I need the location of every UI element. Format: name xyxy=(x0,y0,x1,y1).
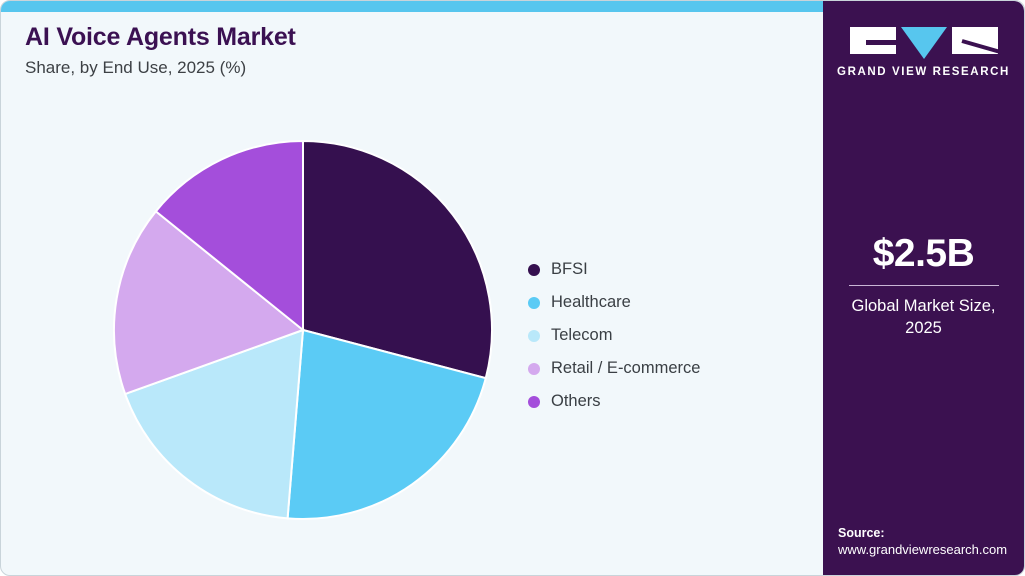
stat-block: $2.5B Global Market Size, 2025 xyxy=(823,232,1024,339)
chart-subtitle: Share, by End Use, 2025 (%) xyxy=(25,57,247,77)
pie-slice[interactable] xyxy=(302,139,493,380)
legend-item-label: Others xyxy=(551,392,601,410)
stat-caption: Global Market Size, 2025 xyxy=(851,296,996,338)
legend-item-label: Healthcare xyxy=(551,293,631,311)
pie-slice[interactable] xyxy=(286,328,487,520)
pie-chart xyxy=(111,138,495,522)
legend-swatch-icon xyxy=(528,263,540,276)
logo-letter-v-icon xyxy=(900,27,947,59)
pie-slice-group xyxy=(113,139,493,520)
pie-slice[interactable] xyxy=(113,209,306,396)
logo-marks xyxy=(823,27,1024,59)
stat-value: $2.5B xyxy=(872,232,975,275)
legend-item[interactable]: Telecom xyxy=(528,319,808,352)
legend-item-label: BFSI xyxy=(551,260,588,278)
legend-item[interactable]: Retail / E-commerce xyxy=(528,352,808,385)
top-accent-bar xyxy=(1,1,825,12)
brand-logo: GRAND VIEW RESEARCH xyxy=(823,27,1024,78)
legend-swatch-icon xyxy=(528,395,540,408)
pie-chart-svg xyxy=(113,139,493,520)
stat-divider xyxy=(848,284,999,286)
legend-item[interactable]: BFSI xyxy=(528,253,808,286)
legend-item-label: Telecom xyxy=(551,326,613,344)
source-url[interactable]: www.grandviewresearch.com xyxy=(838,542,1008,558)
legend-swatch-icon xyxy=(528,362,540,375)
pie-slice[interactable] xyxy=(123,328,305,520)
source-block: Source: www.grandviewresearch.com xyxy=(838,525,1024,559)
legend-item-label: Retail / E-commerce xyxy=(551,359,701,377)
page-title: AI Voice Agents Market xyxy=(25,23,296,51)
chart-header: AI Voice Agents Market Share, by End Use… xyxy=(25,23,725,78)
legend-swatch-icon xyxy=(528,296,540,309)
legend-item[interactable]: Others xyxy=(528,385,808,418)
side-panel: GRAND VIEW RESEARCH $2.5B Global Market … xyxy=(823,1,1024,575)
logo-wordmark: GRAND VIEW RESEARCH xyxy=(837,66,1010,78)
chart-legend: BFSI Healthcare Telecom Retail / E-commerce… xyxy=(528,253,808,418)
source-label: Source: xyxy=(838,525,885,540)
legend-swatch-icon xyxy=(528,329,540,342)
logo-letter-g-icon xyxy=(849,27,896,54)
logo-letter-r-icon xyxy=(951,27,998,54)
legend-item[interactable]: Healthcare xyxy=(528,286,808,319)
pie-slice[interactable] xyxy=(154,139,304,333)
